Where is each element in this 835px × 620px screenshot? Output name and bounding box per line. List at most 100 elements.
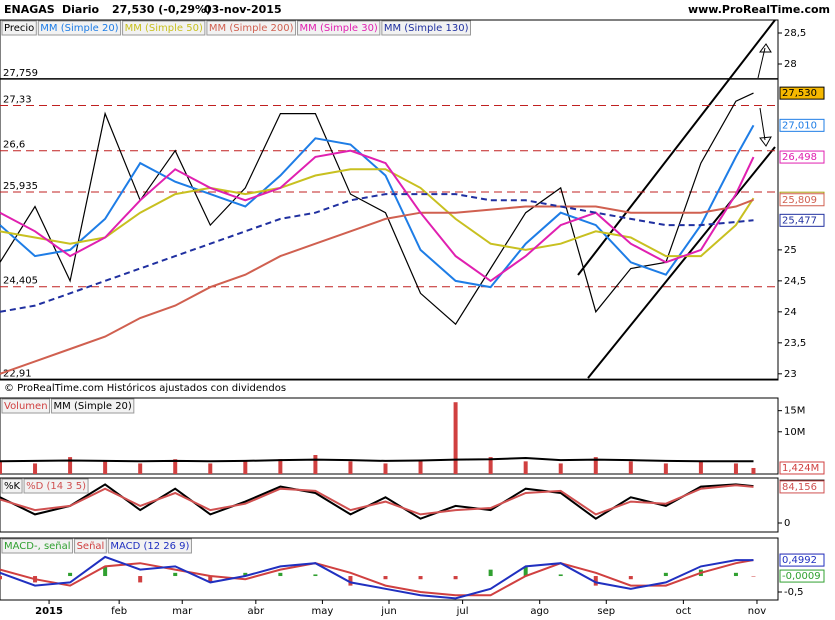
legend-entry: MM (Simple 20): [54, 401, 132, 412]
trend-channel: [577, 19, 776, 379]
value-box-label: 0,4992: [782, 555, 817, 566]
series-line: [0, 168, 755, 258]
bar: [523, 461, 528, 474]
last-price: 27,530 (-0,29%): [112, 3, 211, 16]
x-tick-label: 2015: [35, 606, 63, 617]
panel-frame: [0, 397, 779, 475]
bar: [208, 463, 213, 474]
x-tick-label: jun: [380, 606, 396, 617]
series-line: [0, 124, 755, 289]
level-label: 27,33: [3, 95, 32, 106]
y-tick-label: 23,5: [784, 338, 806, 349]
site: www.ProRealTime.com: [688, 3, 830, 16]
level-label: 27,759: [3, 68, 38, 79]
legend-box: [1, 20, 37, 36]
value-box-label: 25,477: [782, 215, 817, 226]
legend-entry: %D (14 3 5): [26, 481, 86, 492]
y-tick-label: -0,5: [784, 587, 804, 598]
legend-box: [74, 538, 107, 554]
bar: [103, 566, 108, 577]
legend-entry: Volumen: [4, 401, 48, 412]
channel-lower: [587, 146, 776, 379]
bar: [208, 576, 213, 583]
value-box: [779, 213, 825, 227]
bar: [33, 463, 38, 474]
value-box: [779, 118, 825, 132]
bar: [488, 457, 493, 474]
legend-entry: %K: [4, 481, 21, 492]
bar: [733, 463, 738, 474]
bar: [558, 574, 563, 577]
bar: [68, 457, 73, 474]
series-line: [0, 456, 754, 463]
value-box: [779, 461, 825, 475]
y-tick-label: 15M: [784, 406, 805, 417]
value-box-label: 1,424M: [782, 463, 819, 474]
y-tick-label: 23: [784, 369, 797, 380]
bar: [138, 463, 143, 474]
legend-entry: MM (Simple 50): [125, 23, 203, 34]
legend-entry: MM (Simple 20): [40, 23, 118, 34]
x-tick-label: sep: [597, 606, 615, 617]
bar: [313, 574, 318, 577]
value-box: [779, 193, 825, 207]
y-tick-label: 10M: [784, 427, 805, 438]
bar: [418, 461, 423, 474]
legend-entry: MM (Simple 30): [300, 23, 378, 34]
y-tick-label: 24: [784, 307, 797, 318]
legend-entry: MM (Simple 130): [384, 23, 469, 34]
value-box-label: 84,156: [782, 482, 817, 493]
bar: [138, 576, 143, 583]
bar: [383, 463, 388, 474]
bar: [348, 576, 353, 586]
value-box-label: -0,0009: [782, 571, 821, 582]
legend-entry: Señal: [77, 541, 105, 552]
value-box-label: 25,809: [782, 195, 817, 206]
bar: [243, 572, 248, 577]
level-label: 25,935: [3, 181, 38, 192]
bar: [628, 461, 633, 474]
bar: [698, 461, 703, 474]
bar: [558, 463, 563, 474]
bar: [523, 566, 528, 577]
bar: [418, 576, 423, 580]
bar: [453, 402, 458, 474]
y-tick-label: 25: [784, 245, 797, 256]
panel-frame: [0, 477, 779, 533]
y-tick-label: 0: [784, 518, 790, 529]
legend-box: [297, 20, 381, 36]
series-line: [0, 198, 754, 375]
bar: [0, 461, 2, 474]
bar: [68, 572, 73, 577]
level-label: 26,6: [3, 140, 25, 151]
y-tick-label: 28: [784, 59, 797, 70]
legend-entry: MACD-, señal: [4, 541, 71, 552]
legend-box: [51, 398, 135, 414]
legend-box: [1, 398, 51, 414]
period: Diario: [62, 3, 100, 16]
value-box: [779, 569, 825, 583]
bar: [0, 576, 2, 580]
legend-entry: MACD (12 26 9): [110, 541, 189, 552]
bar: [593, 457, 598, 474]
legend-entry: MM (Simple 200): [209, 23, 294, 34]
x-tick-label: may: [312, 606, 334, 617]
x-tick-label: jul: [456, 606, 469, 617]
channel-upper: [577, 19, 776, 276]
bar: [751, 576, 756, 577]
bar: [488, 569, 493, 577]
bar: [383, 576, 388, 580]
legend-box: [122, 20, 206, 36]
legend-box: [1, 538, 74, 554]
legend-box: [206, 20, 297, 36]
x-tick-label: abr: [248, 606, 265, 617]
series-line: [0, 484, 754, 516]
legend-box: [107, 538, 192, 554]
y-tick-label: 28,5: [784, 28, 806, 39]
series-line: [0, 149, 755, 283]
level-label: 22,91: [3, 368, 32, 379]
series-line: [0, 483, 754, 520]
value-box: [779, 480, 825, 494]
